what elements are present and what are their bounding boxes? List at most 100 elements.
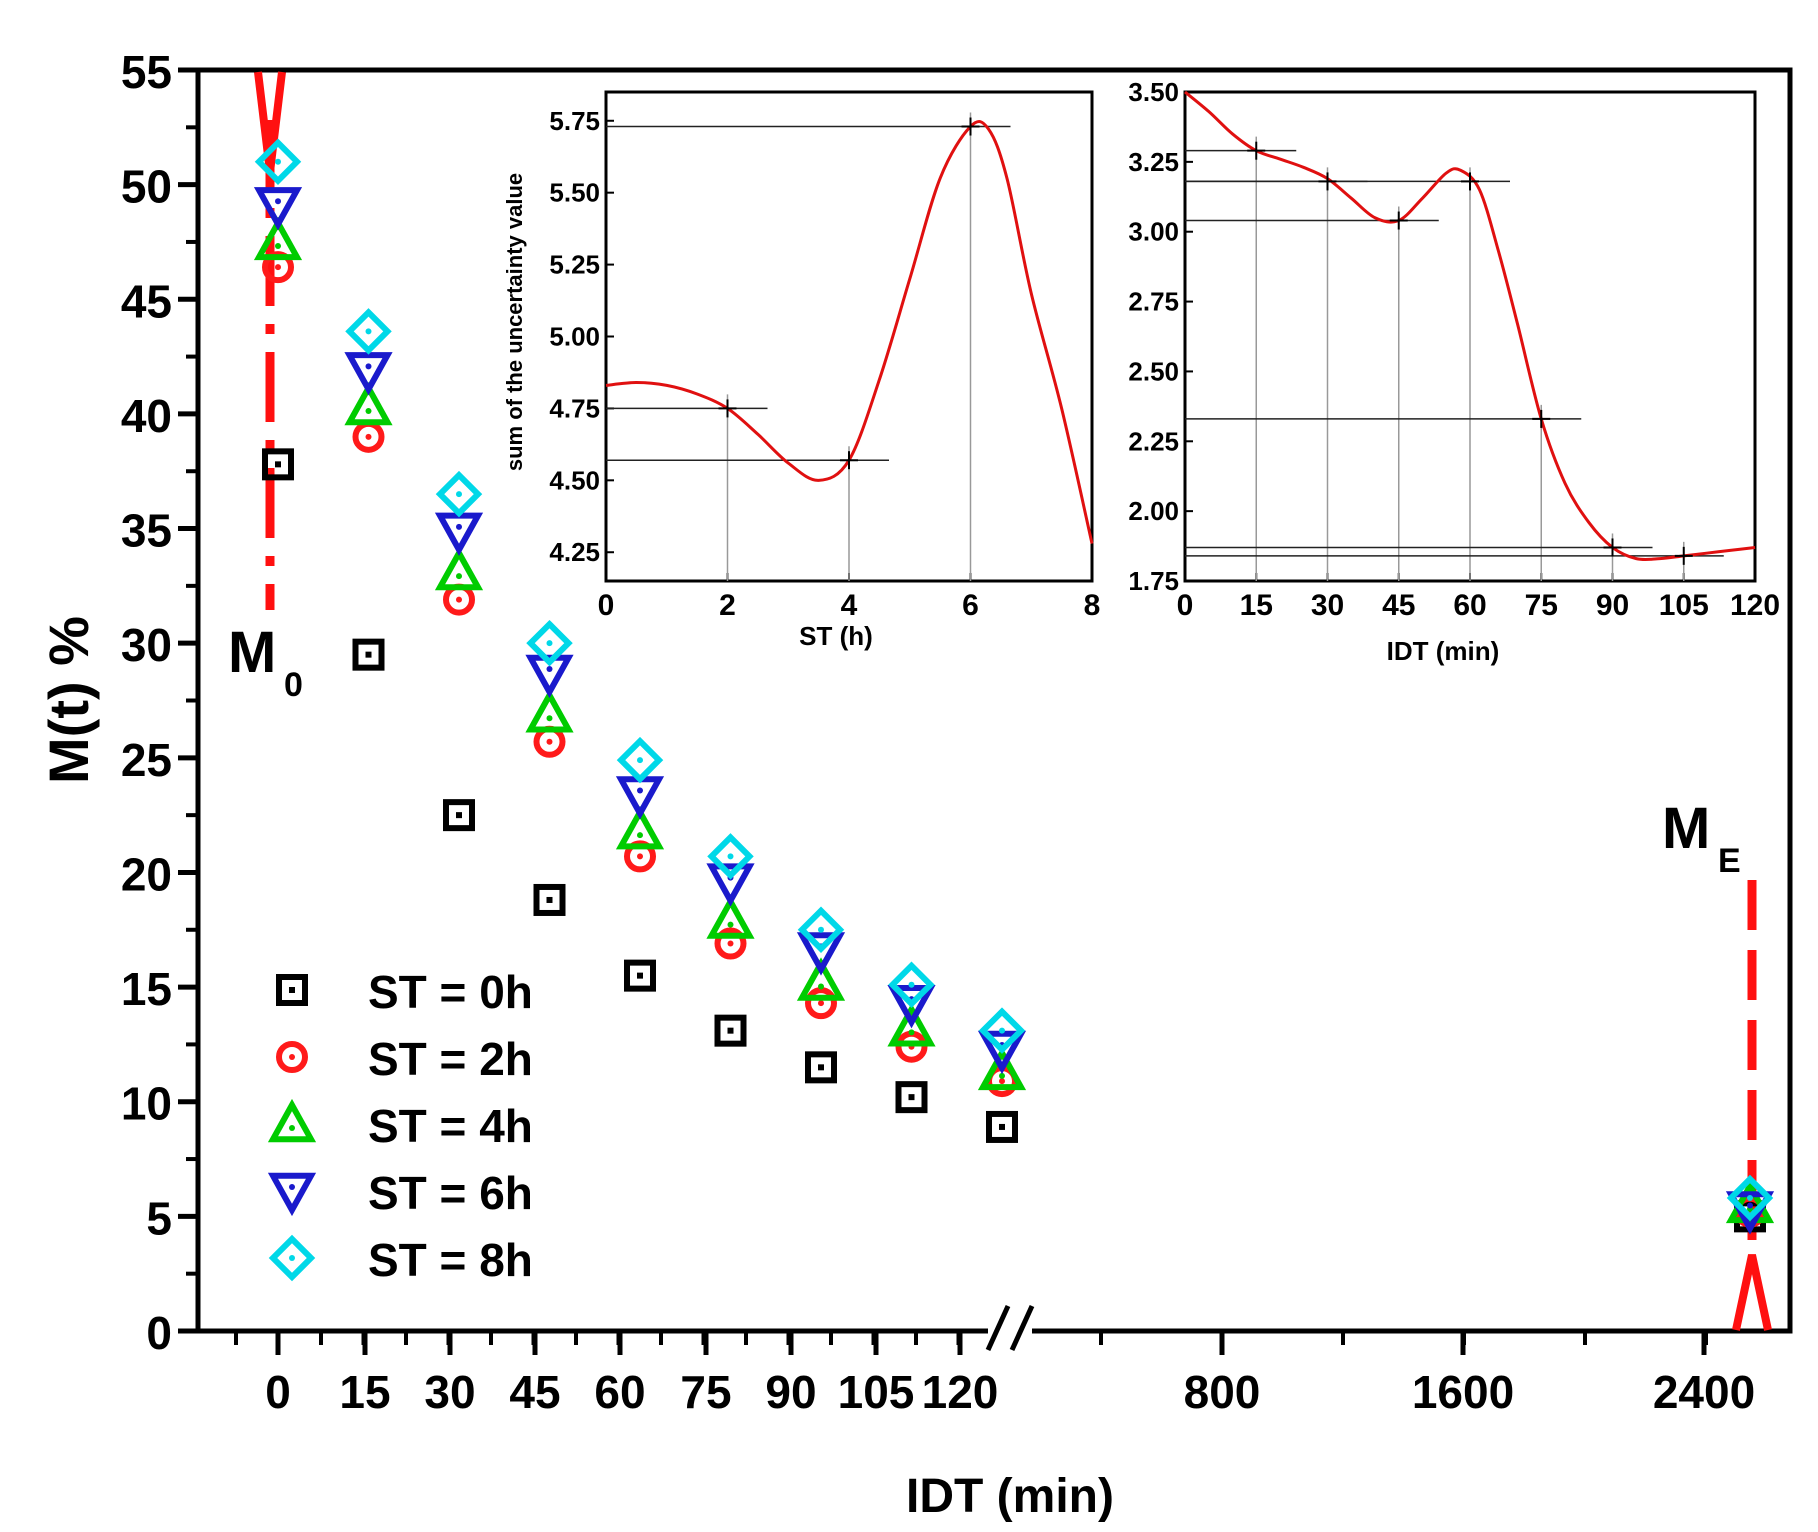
marker-center [818,926,824,933]
m0-subscript: 0 [284,666,303,704]
main-y-axis-title: M(t) % [37,616,100,784]
marker-center [275,264,281,271]
marker-square [533,883,566,916]
marker-diamond [526,619,573,667]
data-point-diamond [888,961,935,1009]
marker-center [546,640,553,647]
x-tick-label: 45 [509,1366,560,1418]
inset-x-tick-label: 30 [1311,589,1344,622]
marker-center [1747,1202,1753,1209]
legend-marker-triangle-up [267,1098,317,1143]
data-point-triangle-down [253,187,303,231]
x-tick-label: 15 [339,1366,390,1418]
axis-break-line-left [985,1304,1011,1352]
marker-center [818,1064,824,1071]
inset-y-tick-label: 2.75 [1128,287,1179,317]
marker-triangle-up [253,216,303,261]
marker-center [637,757,643,764]
data-point-circle [805,987,837,1020]
y-tick-label: 0 [146,1307,172,1359]
inset-x-tick-label: 8 [1084,589,1101,622]
data-point-square [443,799,475,832]
marker-diamond [435,470,483,518]
marker-diamond [978,1007,1026,1054]
data-point-triangle-up [887,1003,936,1047]
marker-square [443,799,475,832]
marker-center [637,972,643,979]
marker-square [262,448,294,481]
marker-center [546,896,553,903]
inset-y-tick-label: 5.75 [549,106,600,136]
inset-idt-plot: 1.75 2.00 2.25 2.50 2.75 3.00 3.25 3.50 0 15 30 45 6… [1128,77,1780,666]
data-point-triangle-down [525,654,574,699]
marker-triangle-down [796,932,846,976]
data-point-square [533,883,566,916]
marker-center [546,715,553,722]
inset-y-tick-label: 2.00 [1128,496,1179,526]
inset-x-tick-label: 105 [1659,589,1709,622]
marker-center [456,812,462,819]
y-tick-label: 20 [121,848,172,900]
data-point-diamond [526,619,573,667]
inset-x-tick-label: 0 [1177,589,1194,622]
marker-center [818,983,824,990]
data-point-triangle-up [525,689,574,733]
data-point-square [805,1051,837,1084]
marker-center [275,158,281,165]
marker-center [908,981,915,988]
x-tick-label: 0 [265,1366,291,1418]
marker-center [727,1027,734,1034]
data-point-square [624,959,656,992]
marker-triangle-down [267,1172,317,1217]
x-tick-label: 800 [1184,1366,1261,1418]
inset1-curve [605,120,1094,544]
marker-diamond [888,961,935,1009]
data-point-diamond [978,1007,1026,1054]
main-data-points [253,138,1775,1235]
marker-triangle-up [525,689,574,733]
inset-y-tick-label: 5.25 [549,250,600,280]
inset-y-tick-label: 2.25 [1128,426,1179,456]
marker-square [276,974,308,1006]
marker-center [637,853,643,860]
legend-label: ST = 4h [368,1100,533,1152]
inset-x-tick-label: 75 [1525,589,1558,622]
x-tick-label: 60 [594,1366,645,1418]
axis-break-mark [985,1304,1035,1352]
marker-center [637,832,643,839]
inset-y-tick-label: 4.75 [549,393,600,423]
inset-x-tick-label: 0 [598,589,615,622]
marker-diamond [707,833,754,880]
x-tick-label: 1600 [1412,1366,1514,1418]
inset1-marked-points [718,117,980,470]
inset-x-tick-label: 60 [1453,589,1486,622]
marker-triangle-down [887,984,936,1029]
data-point-triangle-up [434,546,484,591]
axis-break-line-right [1009,1304,1035,1352]
inset1-axes: 4.25 4.50 4.75 5.00 5.25 5.50 5.75 0 2 4 6 8 [549,106,1100,622]
inset-x-tick-label: 120 [1730,589,1780,622]
data-point-diamond [1726,1174,1774,1222]
data-point-triangle-up [615,806,665,850]
marker-center [365,408,372,415]
legend-label: ST = 6h [368,1167,533,1219]
inset-y-tick-label: 2.50 [1128,356,1179,386]
legend-marker-square [276,974,308,1006]
inset-x-tick-label: 2 [719,589,736,622]
x-tick-label: 120 [922,1366,999,1418]
y-tick-label: 55 [121,46,172,98]
inset-y-tick-label: 5.50 [549,178,600,208]
data-point-diamond [616,736,664,784]
marker-center [289,1184,295,1190]
inset1-x-axis-title: ST (h) [799,621,873,651]
data-point-triangle-up [796,957,846,1001]
marker-center [456,573,462,580]
marker-square [624,959,656,992]
marker-square [352,638,385,671]
marker-triangle-up [615,806,665,850]
marker-center [546,738,553,745]
marker-center [289,1125,295,1131]
marker-circle [714,927,747,960]
inset-y-tick-label: 3.50 [1128,77,1179,107]
data-point-square [986,1110,1018,1143]
